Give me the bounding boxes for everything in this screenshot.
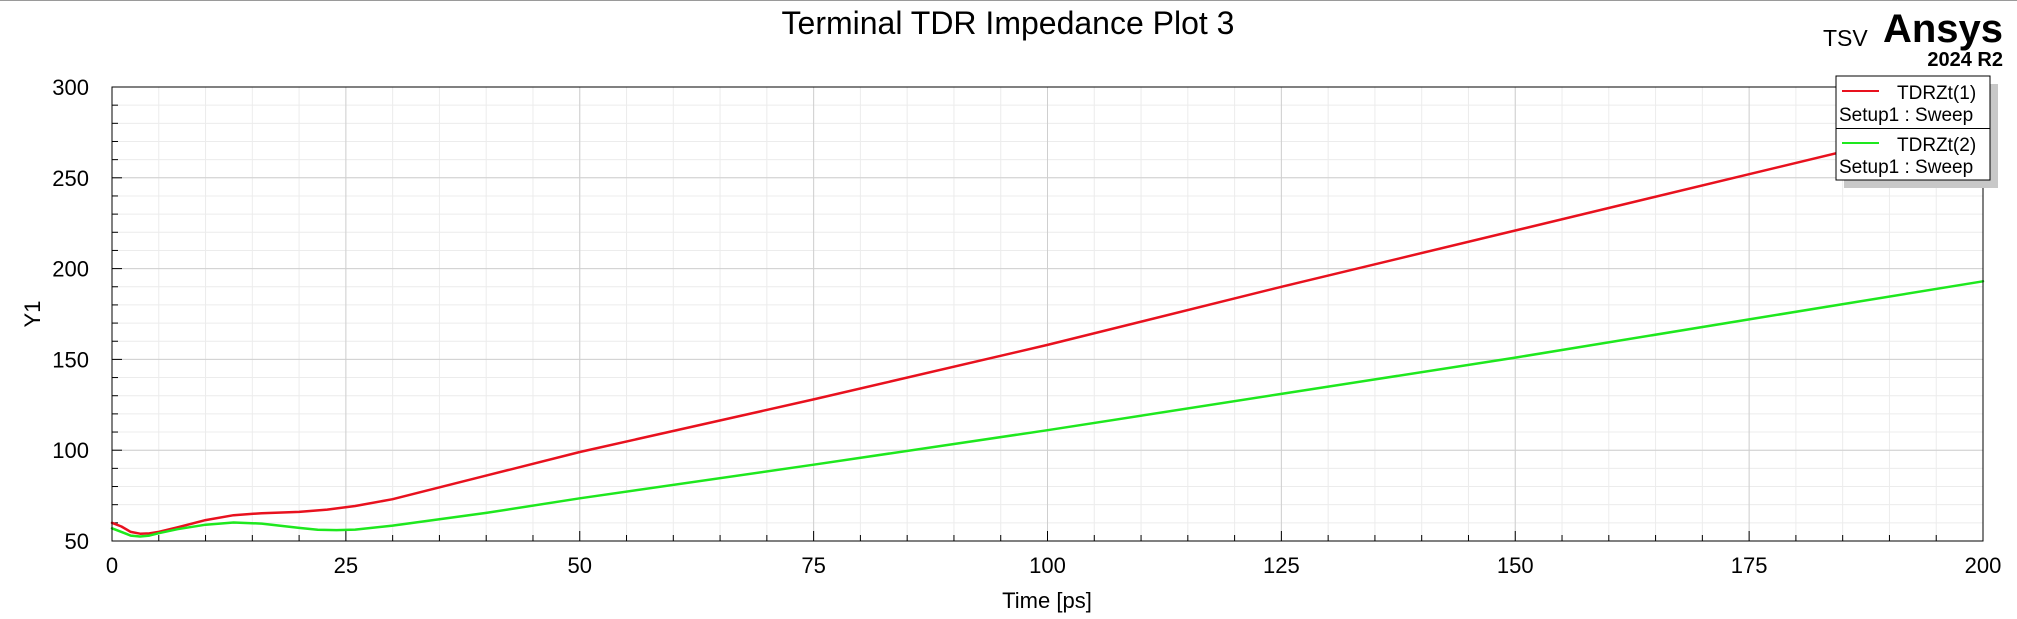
plot-border [111,86,1984,542]
legend: TDRZt(1) Setup1 : Sweep TDRZt(2) Setup1 … [1835,75,1998,188]
y-tick-label: 300 [52,75,89,100]
x-tick-label: 100 [1029,553,1066,578]
chart-title: Terminal TDR Impedance Plot 3 [782,5,1235,41]
series-lines [110,116,1985,538]
series-line-2 [110,280,1985,538]
legend-setup-series-1: Setup1 : Sweep [1839,105,1973,126]
y-axis-label: Y1 [20,301,45,328]
plot-area [110,86,1985,542]
legend-label-series-2: TDRZt(2) [1897,135,1976,156]
y-tick-labels: 50 100 150 200 250 300 [52,75,89,554]
x-tick-labels: 0 25 50 75 100 125 150 175 200 [106,553,2001,578]
x-tick-label: 50 [568,553,592,578]
grid-major [111,86,1984,542]
x-tick-label: 150 [1497,553,1534,578]
series-line-1 [110,116,1985,535]
x-tick-label: 75 [801,553,825,578]
x-tick-label: 25 [334,553,358,578]
watermark-version: 2024 R2 [1927,49,2003,71]
axis-ticks [111,86,1984,542]
legend-label-series-1: TDRZt(1) [1897,83,1976,104]
y-tick-label: 100 [52,438,89,463]
watermark-project: TSV [1823,25,1868,51]
y-tick-label: 50 [65,529,89,554]
x-tick-label: 200 [1965,553,2002,578]
x-tick-label: 175 [1731,553,1768,578]
legend-setup-series-2: Setup1 : Sweep [1839,157,1973,178]
x-axis-label: Time [ps] [1002,588,1092,613]
watermark-brand: Ansys [1883,7,2003,51]
x-tick-label: 125 [1263,553,1300,578]
y-tick-label: 200 [52,257,89,282]
y-tick-label: 250 [52,166,89,191]
y-tick-label: 150 [52,347,89,372]
x-tick-label: 0 [106,553,118,578]
